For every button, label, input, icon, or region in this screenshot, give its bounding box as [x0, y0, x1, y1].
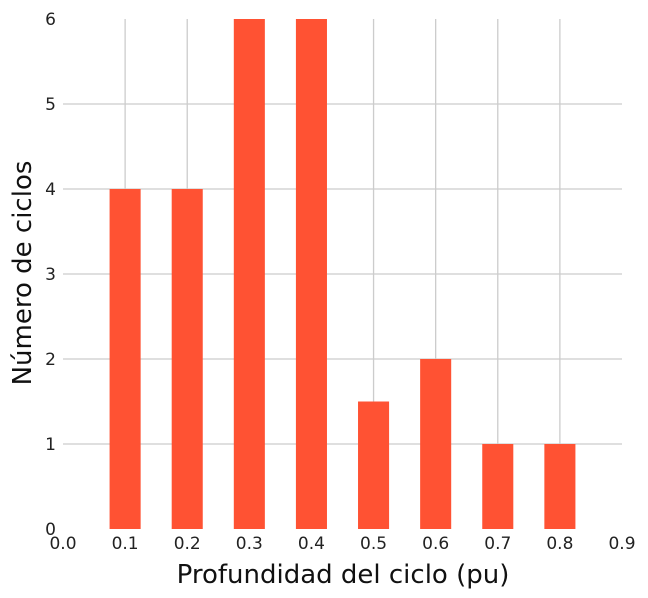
- y-tick-label: 1: [45, 435, 56, 455]
- bar: [233, 19, 265, 529]
- x-tick-label: 0.6: [422, 534, 449, 554]
- x-tick-label: 0.2: [174, 534, 201, 554]
- x-tick-label: 0.5: [360, 534, 387, 554]
- x-tick-label: 0.7: [484, 534, 511, 554]
- x-tick-label: 0.9: [608, 534, 635, 554]
- bars: [109, 19, 576, 529]
- y-tick-label: 5: [45, 95, 56, 115]
- x-tick-label: 0.8: [546, 534, 573, 554]
- y-axis-label: Número de ciclos: [8, 161, 38, 386]
- x-axis-label: Profundidad del ciclo (pu): [177, 560, 510, 590]
- y-tick-label: 6: [45, 10, 56, 30]
- x-tick-label: 0.3: [236, 534, 263, 554]
- bar: [544, 444, 576, 529]
- bar: [482, 444, 514, 529]
- bar: [109, 189, 141, 529]
- x-tick-label: 0.0: [49, 534, 76, 554]
- y-tick-label: 3: [45, 265, 56, 285]
- y-tick-label: 2: [45, 350, 56, 370]
- y-tick-label: 4: [45, 180, 56, 200]
- y-tick-label: 0: [45, 520, 56, 540]
- x-tick-label: 0.4: [298, 534, 325, 554]
- bar: [295, 19, 327, 529]
- x-tick-labels: 0.0 0.1 0.2 0.3 0.4 0.5 0.6 0.7 0.8 0.9: [49, 534, 635, 554]
- bar: [358, 401, 390, 529]
- grid: [63, 19, 622, 529]
- y-tick-labels: 0 1 2 3 4 5 6: [45, 10, 56, 540]
- bar: [171, 189, 203, 529]
- x-tick-label: 0.1: [112, 534, 139, 554]
- bar: [420, 359, 452, 529]
